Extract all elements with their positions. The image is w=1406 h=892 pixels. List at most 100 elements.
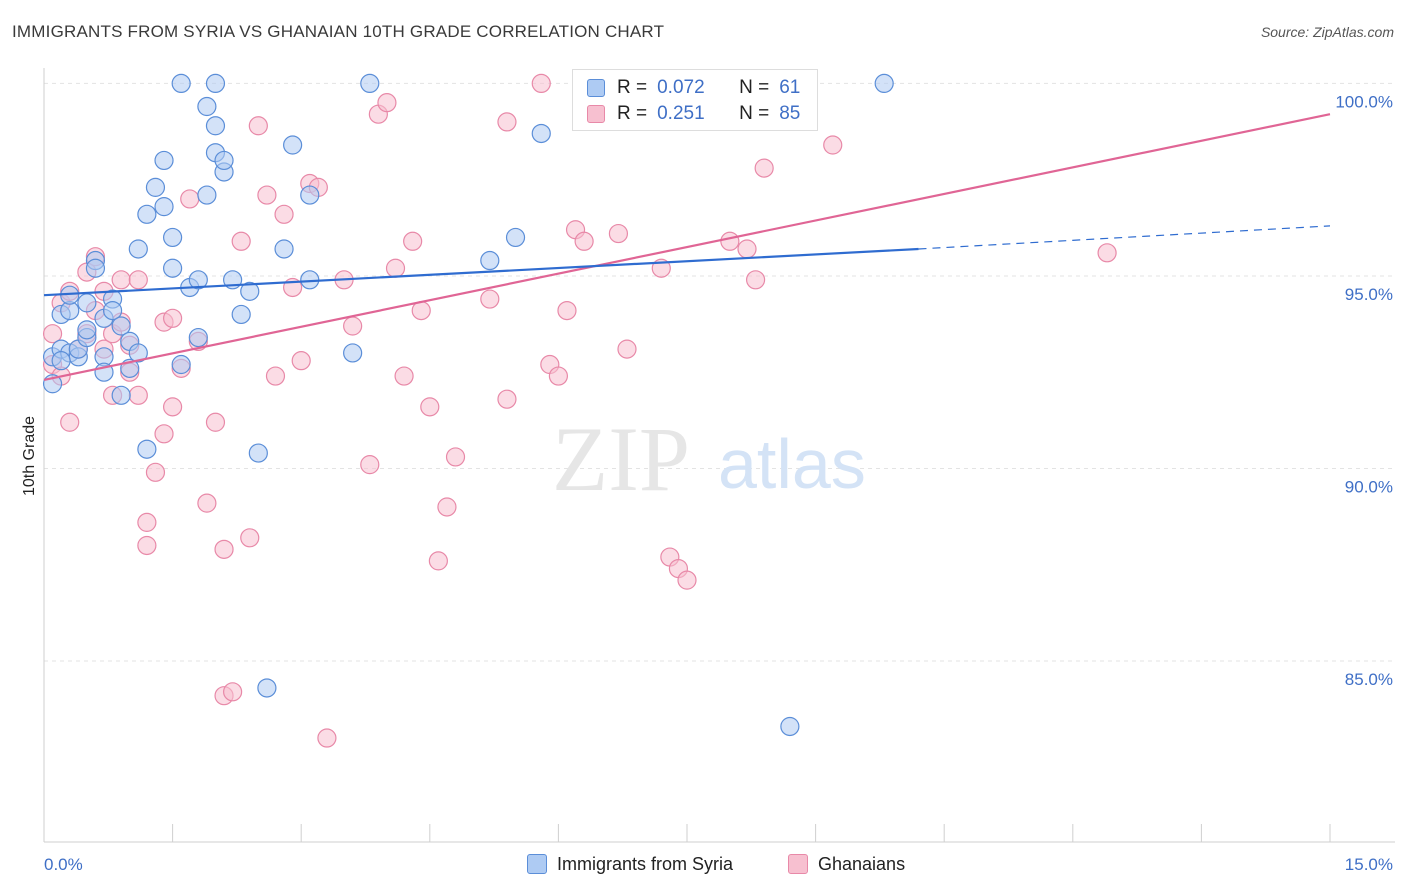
syria-point [171, 73, 191, 94]
bottom-legend-syria: Immigrants from Syria [527, 852, 733, 876]
ghana-point [317, 728, 337, 748]
ghana-point [137, 535, 157, 556]
ghana-point [205, 412, 226, 432]
syria-point [231, 304, 251, 325]
syria-point [505, 227, 526, 248]
syria-legend-label: Immigrants from Syria [557, 853, 734, 874]
ghana-point [137, 512, 157, 532]
ghana-point [720, 231, 740, 251]
ghana-point [557, 300, 577, 321]
syria-point [343, 343, 363, 363]
syria-point [111, 316, 131, 336]
ghana-point [42, 324, 63, 344]
ghana-point [574, 231, 594, 251]
ghana-point [428, 551, 448, 571]
ghana-point [257, 185, 277, 205]
ghana-point [60, 412, 80, 432]
x-tick-label: 15.0% [1345, 855, 1393, 874]
syria-point [480, 250, 500, 271]
y-axis-label: 10th Grade [21, 416, 38, 496]
syria-point [780, 716, 800, 737]
syria-point [163, 258, 183, 278]
syria-point [163, 227, 183, 248]
bottom-legend-ghana: Ghanaians [788, 852, 905, 876]
syria-point [85, 258, 106, 278]
ghana-swatch [587, 105, 605, 123]
syria-point [154, 197, 174, 217]
ghana-point [385, 258, 406, 278]
syria-point [205, 116, 226, 136]
ghana-point [163, 308, 183, 328]
syria-point [137, 439, 157, 459]
trend-lines [43, 113, 1331, 381]
syria-point [102, 300, 123, 321]
ghana-point [480, 289, 500, 309]
ghana-point [291, 351, 311, 371]
syria-point [77, 320, 97, 340]
ghana-point [420, 397, 440, 417]
ghana-point [497, 389, 517, 409]
ghana-point [223, 682, 243, 702]
legend-r-value-syria: 0.072 [657, 77, 705, 98]
syria-trend-extension [918, 225, 1331, 250]
ghana-point [111, 270, 131, 290]
legend-n-label: N = [739, 77, 770, 98]
ghana-point [163, 397, 183, 417]
ghana-point [403, 231, 423, 251]
syria-trend-line [43, 247, 919, 297]
syria-point [240, 281, 260, 301]
ghana-point [274, 204, 294, 224]
syria-point [77, 293, 97, 313]
legend-r-value-ghana: 0.251 [657, 103, 705, 124]
correlation-legend: R = 0.072 N = 61 R = 0.251 N = 85 [572, 69, 818, 131]
ghana-point [531, 73, 551, 94]
syria-point [274, 239, 294, 259]
watermark-zip: ZIP [552, 408, 690, 510]
syria-point [145, 177, 166, 197]
axes [43, 68, 1395, 843]
legend-row-syria: R = 0.072 N = 61 [587, 77, 800, 99]
watermark-atlas: atlas [718, 425, 866, 503]
ghana-point [360, 455, 380, 475]
legend-r-label: R = [617, 77, 648, 98]
syria-point [874, 73, 894, 94]
syria-point [51, 351, 71, 371]
ghana-legend-swatch [788, 854, 808, 874]
ghana-point [677, 570, 697, 590]
syria-point [137, 204, 157, 224]
ghana-point [377, 93, 397, 113]
ghana-point [128, 270, 148, 290]
ghana-point [214, 539, 234, 559]
chart-title: IMMIGRANTS FROM SYRIA VS GHANAIAN 10TH G… [12, 22, 665, 41]
ghana-point [248, 116, 268, 136]
syria-point [188, 327, 208, 348]
source-label: Source: ZipAtlas.com [1260, 24, 1394, 40]
syria-point [531, 123, 551, 144]
ghana-point [180, 189, 200, 209]
syria-point [154, 150, 174, 171]
ghana-point [745, 270, 766, 290]
syria-point [197, 96, 217, 117]
syria-point [248, 443, 268, 463]
ghana-point [445, 447, 466, 467]
ghana-point [754, 158, 774, 178]
ghana-point [231, 231, 251, 251]
ghana-point [197, 493, 217, 513]
watermark: ZIP atlas [552, 408, 866, 510]
syria-legend-swatch [527, 854, 547, 874]
syria-point [283, 135, 303, 155]
ghana-point [1097, 243, 1117, 263]
ghana-point [145, 462, 166, 482]
ghanaians-trend-line [43, 113, 1331, 381]
y-tick-label: 85.0% [1345, 670, 1393, 689]
grid-lines [44, 82, 1395, 662]
ghana-point [437, 497, 457, 517]
ghana-point [128, 385, 148, 405]
syria-points [42, 73, 894, 737]
syria-point [360, 73, 380, 94]
ghana-point [265, 366, 286, 386]
ghana-point [394, 366, 414, 386]
ghana-point [608, 223, 629, 244]
ghana-point [154, 424, 174, 444]
